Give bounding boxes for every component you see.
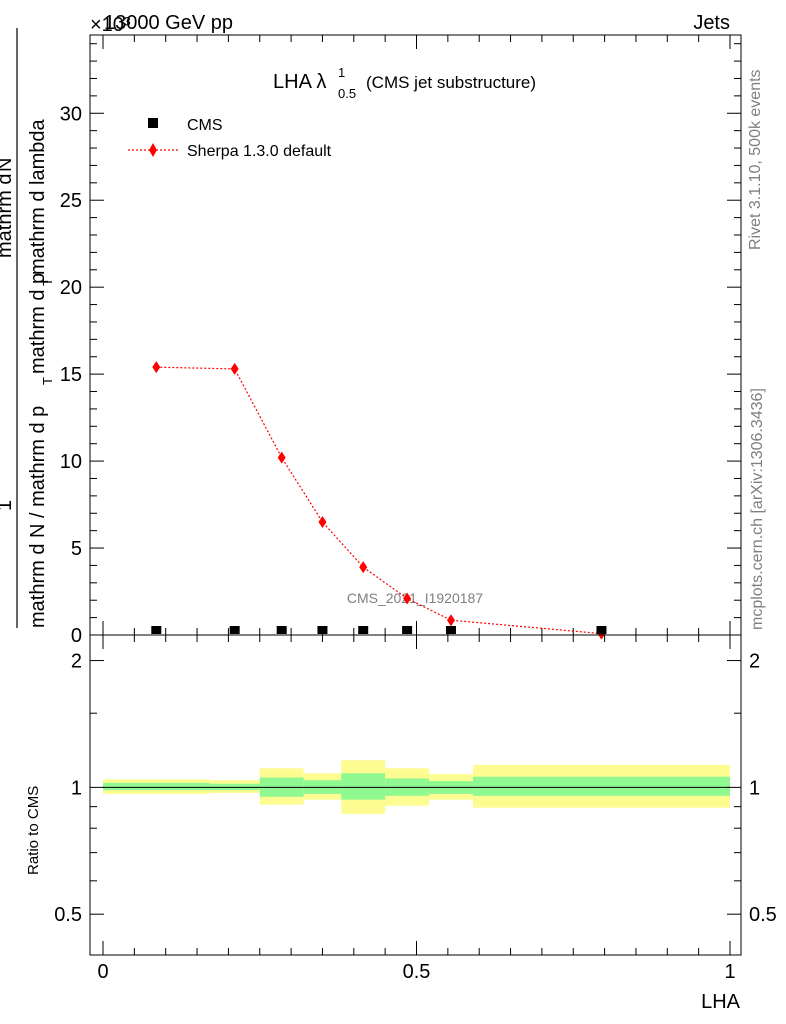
ylabel-num: 1 — [0, 500, 16, 511]
ratio-panel: 0.5 0.51 12 2 0 0.5 1 Ratio to CMS LHA — [25, 634, 777, 1013]
plot-title: LHA λ 1 0.5 (CMS jet substructure) — [273, 65, 536, 101]
main-y-label: mathrm d N / mathrm d p T mathrm d p T m… — [0, 28, 55, 628]
title-sub: 0.5 — [338, 86, 356, 101]
cms-series — [151, 626, 607, 634]
main-y-tick-label: 25 — [60, 190, 82, 212]
ratio-y-tick-label: 1 — [71, 777, 82, 799]
main-y-tick-label: 30 — [60, 103, 82, 125]
cms-point — [358, 626, 369, 634]
cms-point — [445, 626, 456, 634]
main-y-tick-label: 15 — [60, 364, 82, 386]
sherpa-point — [403, 592, 412, 605]
main-y-ticks: 0 5 10 15 20 25 30 — [60, 43, 741, 647]
legend-sherpa-marker — [149, 143, 157, 157]
ylabel-top2: N — [0, 158, 16, 172]
sherpa-point — [152, 361, 161, 374]
ratio-y-label: Ratio to CMS — [25, 786, 42, 875]
main-panel: 0 5 10 15 20 25 30 CMS_2021_I1920187 LHA λ 1 0… — [0, 28, 742, 647]
legend: CMS Sherpa 1.3.0 default — [128, 117, 332, 160]
sherpa-point — [277, 451, 286, 464]
ylabel-den: mathrm d N / mathrm d p — [27, 406, 49, 628]
sherpa-point — [318, 515, 327, 528]
sherpa-point — [446, 614, 455, 627]
x-tick-label: 0.5 — [403, 961, 431, 983]
title-main: LHA λ — [273, 71, 326, 93]
legend-cms-marker — [148, 118, 158, 128]
main-y-tick-label: 10 — [60, 451, 82, 473]
ratio-y-tick-label-right: 1 — [749, 777, 760, 799]
ratio-band-inner — [472, 776, 730, 796]
legend-sherpa-label: Sherpa 1.3.0 default — [187, 143, 332, 160]
watermark: CMS_2021_I1920187 — [347, 590, 483, 606]
exponent-label: ×10³ — [90, 14, 131, 36]
main-y-tick-label: 5 — [71, 538, 82, 560]
ratio-band-inner — [103, 782, 210, 791]
main-y-tick-label: 20 — [60, 277, 82, 299]
legend-cms-label: CMS — [187, 117, 223, 134]
mcplots-label: mcplots.cern.ch [arXiv:1306.3436] — [749, 388, 766, 630]
ratio-y-tick-label: 2 — [71, 651, 82, 673]
beam-label: 13000 GeV pp — [104, 12, 233, 34]
sherpa-point — [359, 561, 368, 574]
cms-point — [276, 626, 287, 634]
cms-point — [317, 626, 328, 634]
ylabel-den2: mathrm d p — [27, 273, 49, 374]
x-tick-label: 1 — [724, 961, 735, 983]
ylabel-den2-sub: T — [40, 278, 55, 286]
ylabel-top: mathrm d — [0, 174, 16, 258]
category-label: Jets — [693, 12, 730, 34]
ratio-y-ticks: 0.5 0.5 1 1 2 2 — [54, 651, 777, 927]
ratio-y-tick-label: 0.5 — [54, 904, 82, 926]
title-suffix: (CMS jet substructure) — [366, 73, 536, 92]
main-y-tick-label: 0 — [71, 625, 82, 647]
cms-point — [402, 626, 413, 634]
x-tick-label: 0 — [97, 961, 108, 983]
cms-point — [151, 626, 162, 634]
sherpa-line — [156, 366, 602, 635]
ratio-y-tick-label-right: 0.5 — [749, 904, 777, 926]
ratio-x-ticks: 0 0.5 1 — [97, 635, 736, 983]
x-axis-label: LHA — [701, 991, 741, 1013]
ratio-y-tick-label-right: 2 — [749, 651, 760, 673]
rivet-label: Rivet 3.1.10, 500k events — [747, 69, 764, 250]
ylabel-den-sub: T — [40, 377, 55, 385]
sherpa-point — [230, 362, 239, 375]
ylabel-den3: mathrm d lambda — [27, 119, 49, 275]
ratio-frame — [89, 634, 742, 956]
main-x-ticks — [102, 35, 731, 635]
cms-point — [596, 626, 607, 634]
sherpa-series — [152, 361, 606, 640]
ratio-band-inner — [341, 773, 386, 800]
title-sup: 1 — [338, 65, 345, 80]
cms-point — [229, 626, 240, 634]
